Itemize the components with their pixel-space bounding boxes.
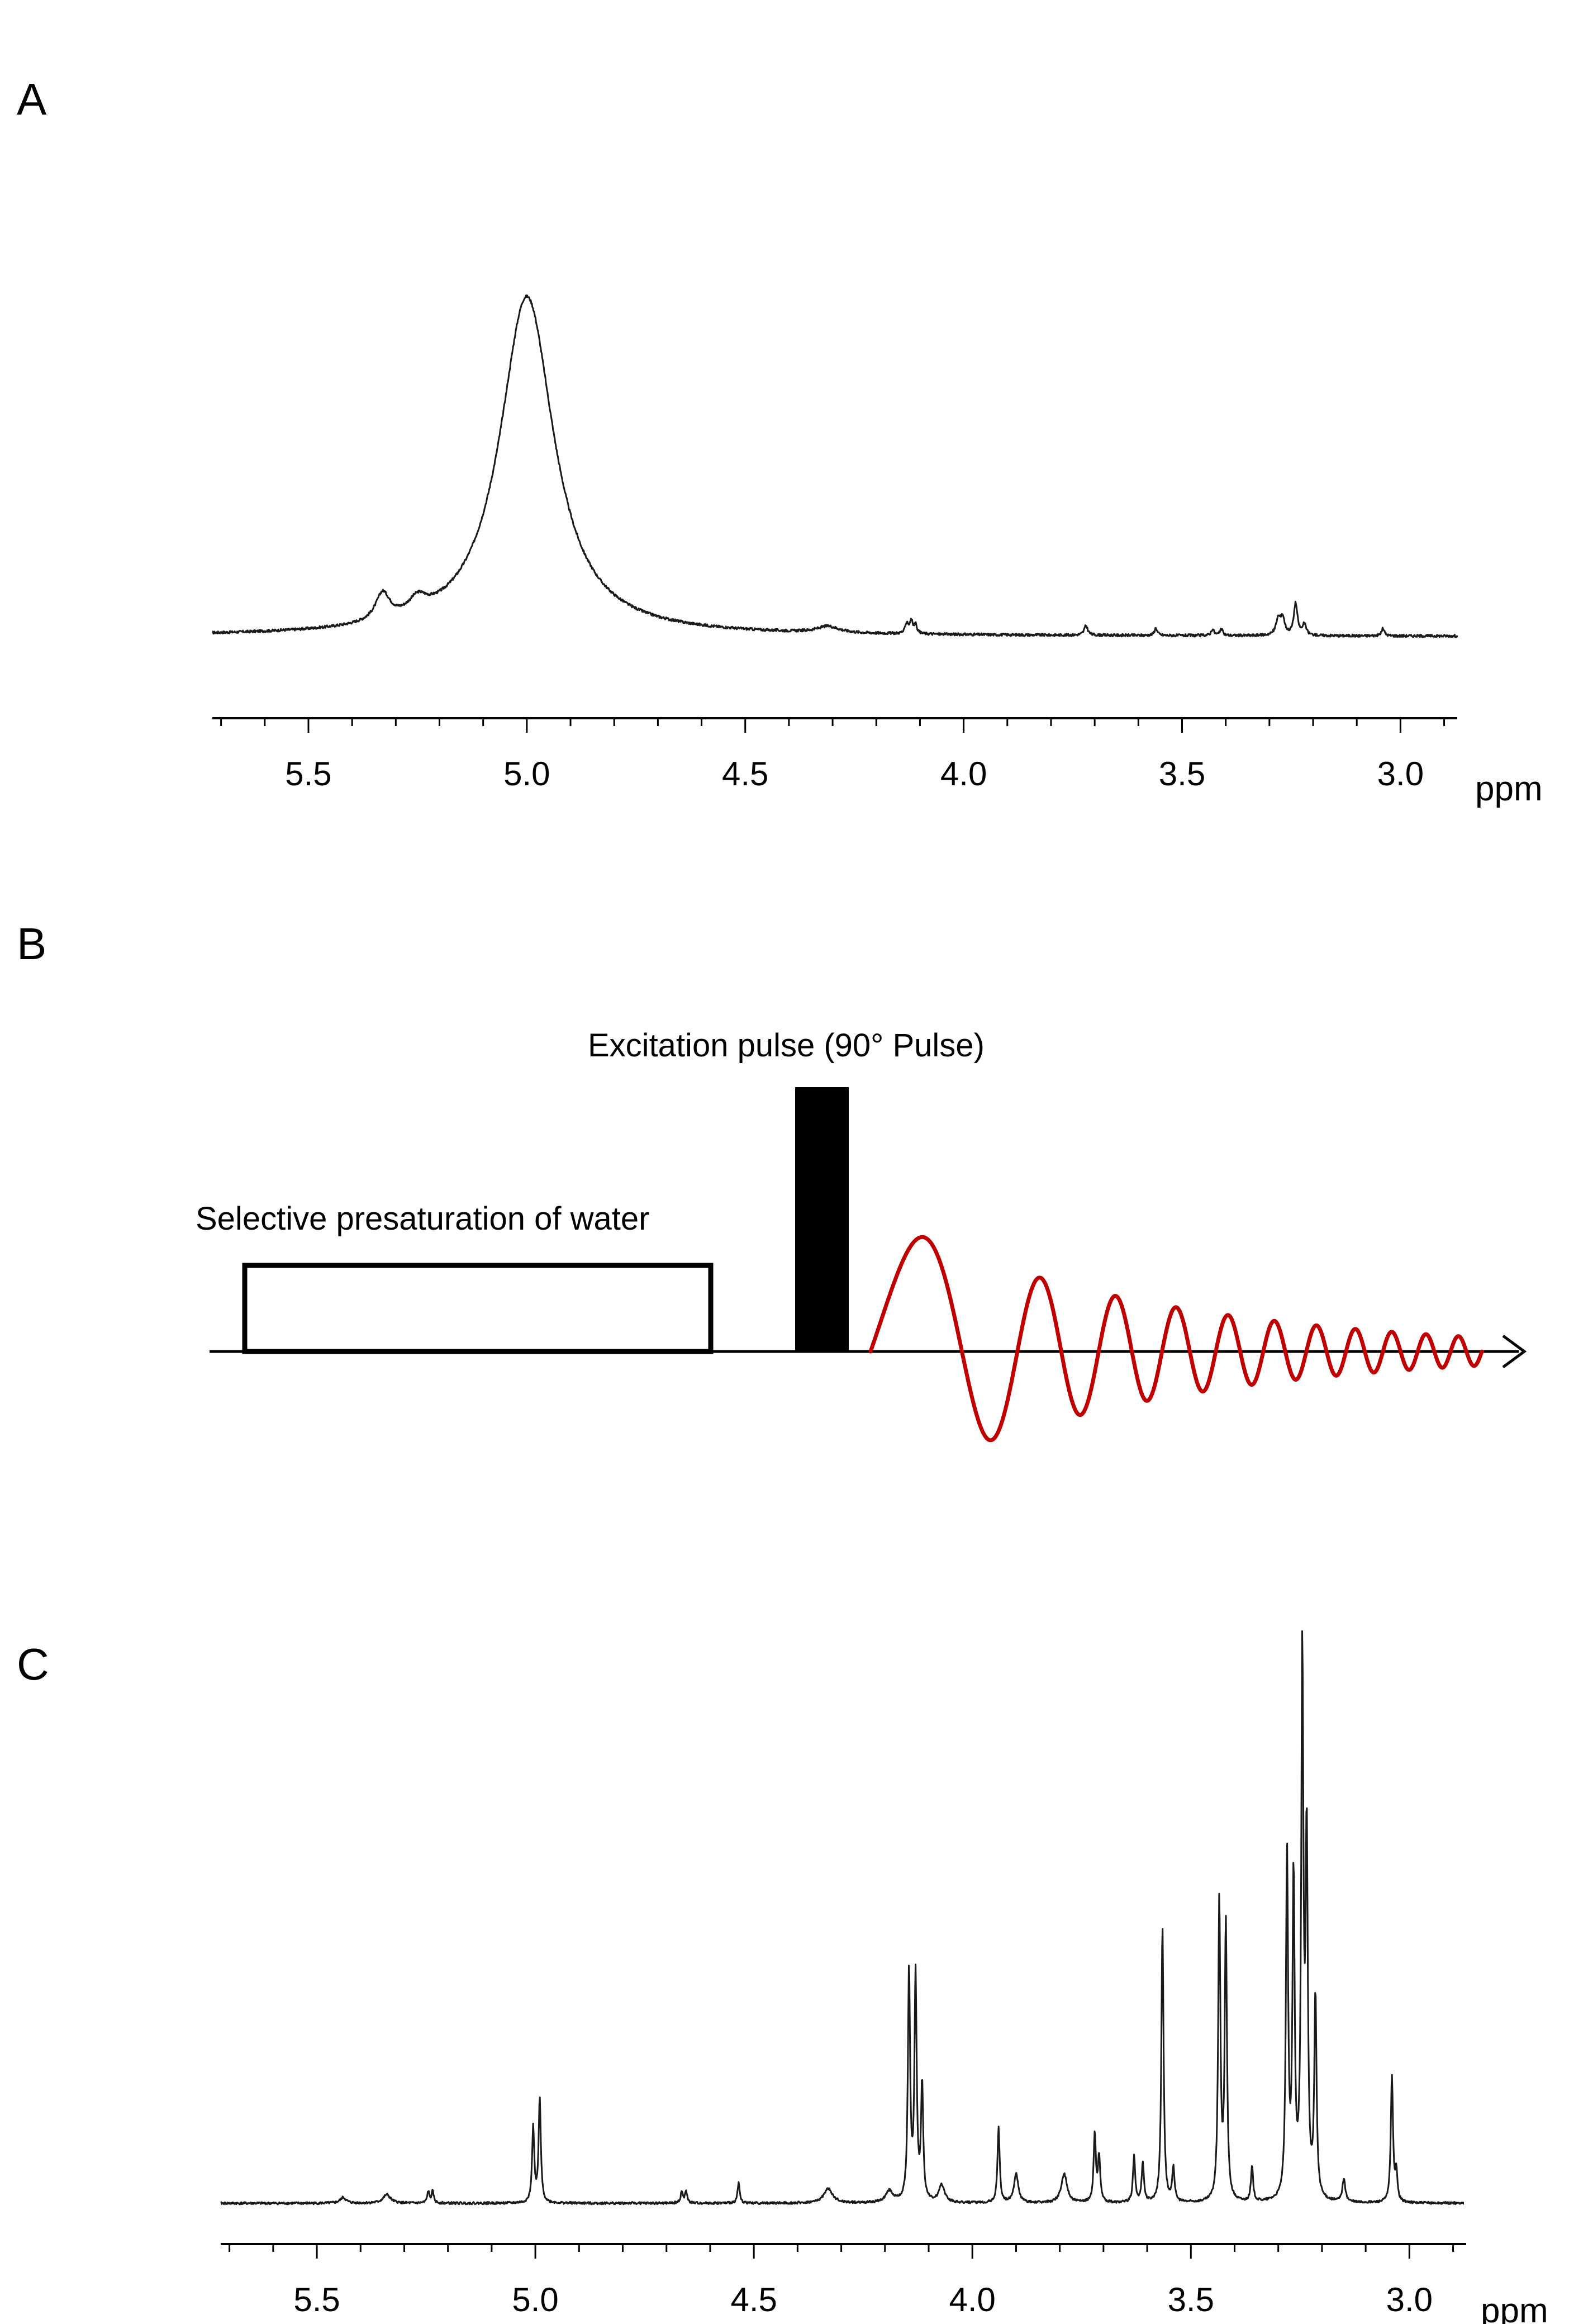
fid-decay-signal [868,1235,1484,1443]
panel-label-c: C [17,1639,49,1689]
tick-label-3-0: 3.0 [1386,2281,1433,2318]
tick-label-4-5: 4.5 [722,755,768,793]
presaturation-label: Selective presaturation of water [196,1201,649,1237]
tick-label-4-0: 4.0 [949,2281,996,2318]
excitation-pulse-label: Excitation pulse (90° Pulse) [588,1027,985,1064]
tick-label-5-5: 5.5 [293,2281,340,2318]
ppm-axis-c: 5.5 5.0 4.5 4.0 3.5 3.0 [221,2243,1466,2318]
axis-a-unit-label: ppm [1475,770,1543,808]
tick-label-5-0: 5.0 [503,755,550,793]
axis-c-unit-label: ppm [1481,2292,1548,2324]
excitation-pulse-bar [795,1087,849,1351]
tick-label-5-0: 5.0 [512,2281,558,2318]
tick-label-5-5: 5.5 [285,755,331,793]
tick-label-3-5: 3.5 [1159,755,1205,793]
tick-label-4-5: 4.5 [730,2281,777,2318]
panel-label-a: A [17,74,47,124]
tick-label-4-0: 4.0 [940,755,987,793]
ppm-axis-a: 5.5 5.0 4.5 4.0 3.5 3.0 [212,717,1457,793]
time-axis-arrowhead [1502,1334,1527,1369]
tick-label-3-5: 3.5 [1168,2281,1214,2318]
spectrum-c [220,1630,1464,2206]
panel-label-b: B [17,919,46,969]
presaturation-pulse-box [242,1263,714,1354]
tick-label-3-0: 3.0 [1377,755,1424,793]
spectrum-a-trace [212,294,1458,638]
spectrum-c-trace [220,1630,1464,2206]
spectrum-a [212,294,1458,638]
